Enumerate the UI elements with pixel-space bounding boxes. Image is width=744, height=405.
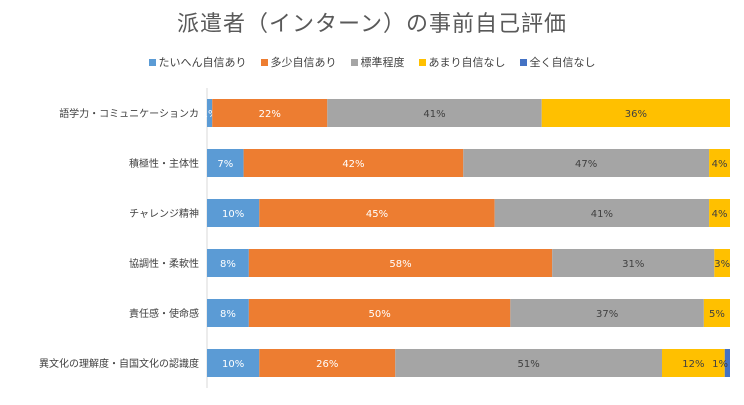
legend-item-average: 標準程度 [350,54,405,70]
data-label: 7% [217,159,233,170]
data-label: 4% [712,159,728,170]
category-label: チャレンジ精神 [129,207,199,220]
legend-item-very-confident: たいへん自信あり [148,54,247,70]
legend-swatch-somewhat-confident [260,58,268,66]
bar-segment [724,349,730,377]
bar-segment [248,249,553,277]
bar-segment [552,249,715,277]
legend-label-not-confident: 全く自信なし [529,56,596,69]
data-label: 5% [709,309,725,320]
data-label: 3% [714,259,730,270]
bar-segment [662,349,725,377]
legend-swatch-average [350,58,358,66]
bar-segment [207,149,244,177]
legend-item-somewhat-confident: 多少自信あり [260,54,337,70]
bar-segment [259,349,396,377]
category-label: 積極性・主体性 [129,157,199,170]
legend-swatch-not-very-confident [418,58,426,66]
data-label: 1% [712,359,728,370]
bar-segment [207,349,260,377]
data-label: 22% [259,109,281,120]
bar-segment [207,199,260,227]
bar-segment [510,299,704,327]
data-label: 1% [202,109,218,120]
bar-segment [248,299,511,327]
bar-segment [207,99,213,127]
bar-segment [709,149,730,177]
chart-legend: たいへん自信あり 多少自信あり 標準程度 あまり自信なし 全く自信なし [0,54,744,70]
data-label: 8% [220,309,236,320]
data-label: 42% [342,159,364,170]
category-label: 協調性・柔軟性 [129,257,199,270]
data-label: 45% [366,209,388,220]
data-label: 36% [625,109,647,120]
legend-swatch-not-confident [519,58,527,66]
data-label: 10% [222,359,244,370]
bar-segment [541,99,730,127]
data-label: 10% [222,209,244,220]
data-label: 58% [389,259,411,270]
category-label: 異文化の理解度・自国文化の認識度 [39,357,199,370]
bar-segment [494,199,710,227]
data-label: 47% [575,159,597,170]
data-label: 31% [622,259,644,270]
bar-segment [703,299,730,327]
category-label: 責任感・使命感 [129,307,199,320]
legend-item-not-very-confident: あまり自信なし [418,54,506,70]
legend-label-not-very-confident: あまり自信なし [428,56,506,69]
bar-segment [259,199,495,227]
data-label: 37% [596,309,618,320]
data-label: 41% [423,109,445,120]
legend-label-average: 標準程度 [360,56,405,69]
bar-segment [709,199,730,227]
chart-title: 派遣者（インターン）の事前自己評価 [177,12,567,37]
bar-segment [463,149,710,177]
legend-swatch-very-confident [148,58,156,66]
data-label: 26% [316,359,338,370]
bar-segment [395,349,663,377]
legend-label-very-confident: たいへん自信あり [158,56,247,69]
category-label: 語学力・コミュニケーションカ [59,107,199,120]
bar-segment [207,299,249,327]
data-label: 50% [368,309,390,320]
legend-label-somewhat-confident: 多少自信あり [270,56,337,69]
legend-item-not-confident: 全く自信なし [519,54,596,70]
bar-segment [243,149,464,177]
data-label: 12% [682,359,704,370]
data-label: 8% [220,259,236,270]
bar-segment [207,249,249,277]
data-label: 51% [518,359,540,370]
bar-segment [714,249,730,277]
data-label: 4% [712,209,728,220]
bar-segment [212,99,328,127]
data-label: 41% [591,209,613,220]
bar-segment [327,99,542,127]
